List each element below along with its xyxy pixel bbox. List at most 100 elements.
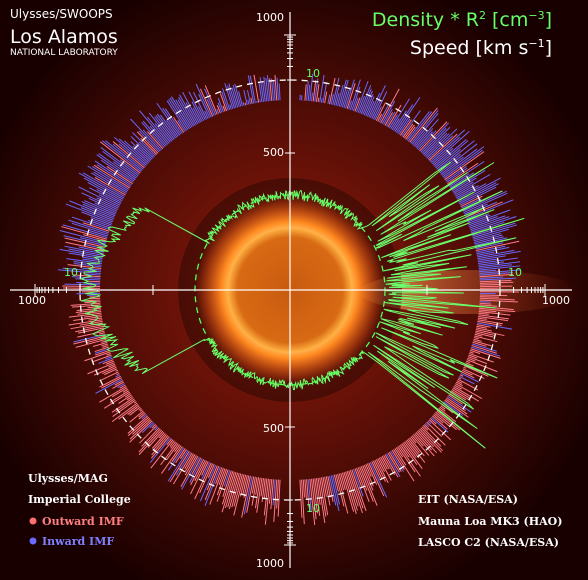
speed-spike [416, 430, 438, 454]
speed-spike [386, 453, 401, 477]
speed-spike [231, 473, 242, 508]
speed-spike [417, 429, 435, 448]
speed-spike [349, 470, 364, 509]
speed-spike [167, 449, 189, 482]
speed-spike [247, 99, 250, 105]
speed-spike [479, 281, 514, 284]
speed-spike [309, 478, 316, 526]
speed-spike [422, 126, 451, 155]
speed-spike [465, 362, 474, 367]
speed-spike [475, 329, 505, 337]
speed-spike [118, 138, 149, 165]
speed-spike [474, 335, 498, 343]
speed-spike [199, 88, 214, 117]
speed-spike [426, 128, 458, 159]
speed-spike [477, 317, 487, 320]
speed-spike [433, 414, 444, 424]
speed-spike [99, 371, 119, 382]
speed-spike [366, 100, 375, 117]
speed-spike [119, 384, 126, 389]
speed-spike [466, 359, 498, 373]
speed-spike [479, 285, 513, 288]
speed-spike [439, 406, 446, 412]
speed-spike [243, 90, 248, 105]
speed-spike [420, 427, 443, 452]
speed-spike [150, 436, 170, 459]
speed-spike [272, 479, 276, 506]
speed-spike [96, 164, 131, 187]
speed-spike [155, 115, 175, 140]
speed-spike [403, 124, 415, 139]
speed-spike [433, 147, 454, 166]
speed-spike [99, 375, 121, 388]
speed-spike [302, 479, 305, 498]
mag-org: Imperial College [28, 493, 131, 506]
speed-spike [434, 413, 451, 428]
lab-sub: NATIONAL LABORATORY [10, 48, 118, 58]
speed-spike [231, 87, 239, 108]
speed-spike [61, 226, 108, 240]
speed-spike [232, 84, 240, 108]
speed-spike [469, 215, 506, 229]
speed-spike [160, 442, 178, 466]
speed-spike [147, 430, 164, 448]
speed-spike [71, 222, 109, 235]
speed-spike [301, 479, 305, 525]
speed-spike [346, 83, 356, 109]
instrument: Ulysses/SWOOPS [10, 7, 113, 21]
speed-spike [413, 434, 424, 447]
speed-spike [142, 120, 166, 147]
speed-spike [474, 236, 504, 245]
mag-title: Ulysses/MAG [28, 472, 108, 485]
speed-spike [304, 84, 307, 101]
speed-spike [224, 472, 237, 509]
speed-spike [388, 114, 398, 129]
speed-spike [479, 294, 508, 297]
speed-spike [263, 76, 268, 102]
speed-spike [311, 478, 317, 520]
speed-spike [82, 267, 102, 271]
speed-spike [169, 440, 175, 447]
speed-spike [377, 113, 383, 122]
speed-spike [68, 319, 103, 326]
credit: LASCO C2 (NASA/ESA) [418, 536, 559, 549]
speed-spike [315, 84, 320, 102]
speed-spike [426, 421, 442, 437]
speed-spike [397, 446, 416, 473]
speed-spike [244, 102, 247, 106]
speed-spike [160, 114, 178, 138]
speed-spike [174, 444, 181, 453]
speed-spike [90, 217, 112, 226]
speed-spike [82, 172, 125, 197]
speed-spike [443, 149, 483, 179]
speed-spike [132, 132, 157, 157]
speed-spike [221, 91, 229, 111]
speed-spike [425, 422, 430, 427]
speed-spike [387, 452, 400, 473]
speed-spike [68, 219, 109, 234]
speed-spike [109, 390, 130, 403]
speed-spike [446, 397, 466, 412]
speed-spike [435, 140, 469, 169]
speed-spike [312, 80, 317, 102]
speed-spike [478, 315, 508, 322]
speed-spike [362, 90, 373, 115]
speed-spike [166, 443, 179, 461]
speed-spike [151, 423, 157, 429]
speed-spike [463, 366, 467, 369]
speed-spike [422, 425, 429, 431]
speed-spike [216, 469, 229, 502]
speed-spike [152, 434, 167, 451]
speed-spike [479, 301, 491, 303]
speed-spike [340, 79, 349, 108]
speed-spike [462, 190, 507, 212]
speed-spike [172, 452, 193, 485]
speed-spike [115, 374, 121, 378]
speed-spike [333, 474, 339, 492]
speed-spike [359, 84, 372, 114]
speed-spike [148, 112, 173, 142]
speed-spike [356, 467, 370, 502]
speed-spike [229, 104, 232, 110]
speed-spike [77, 311, 102, 315]
axis-label: 10 [306, 67, 320, 80]
